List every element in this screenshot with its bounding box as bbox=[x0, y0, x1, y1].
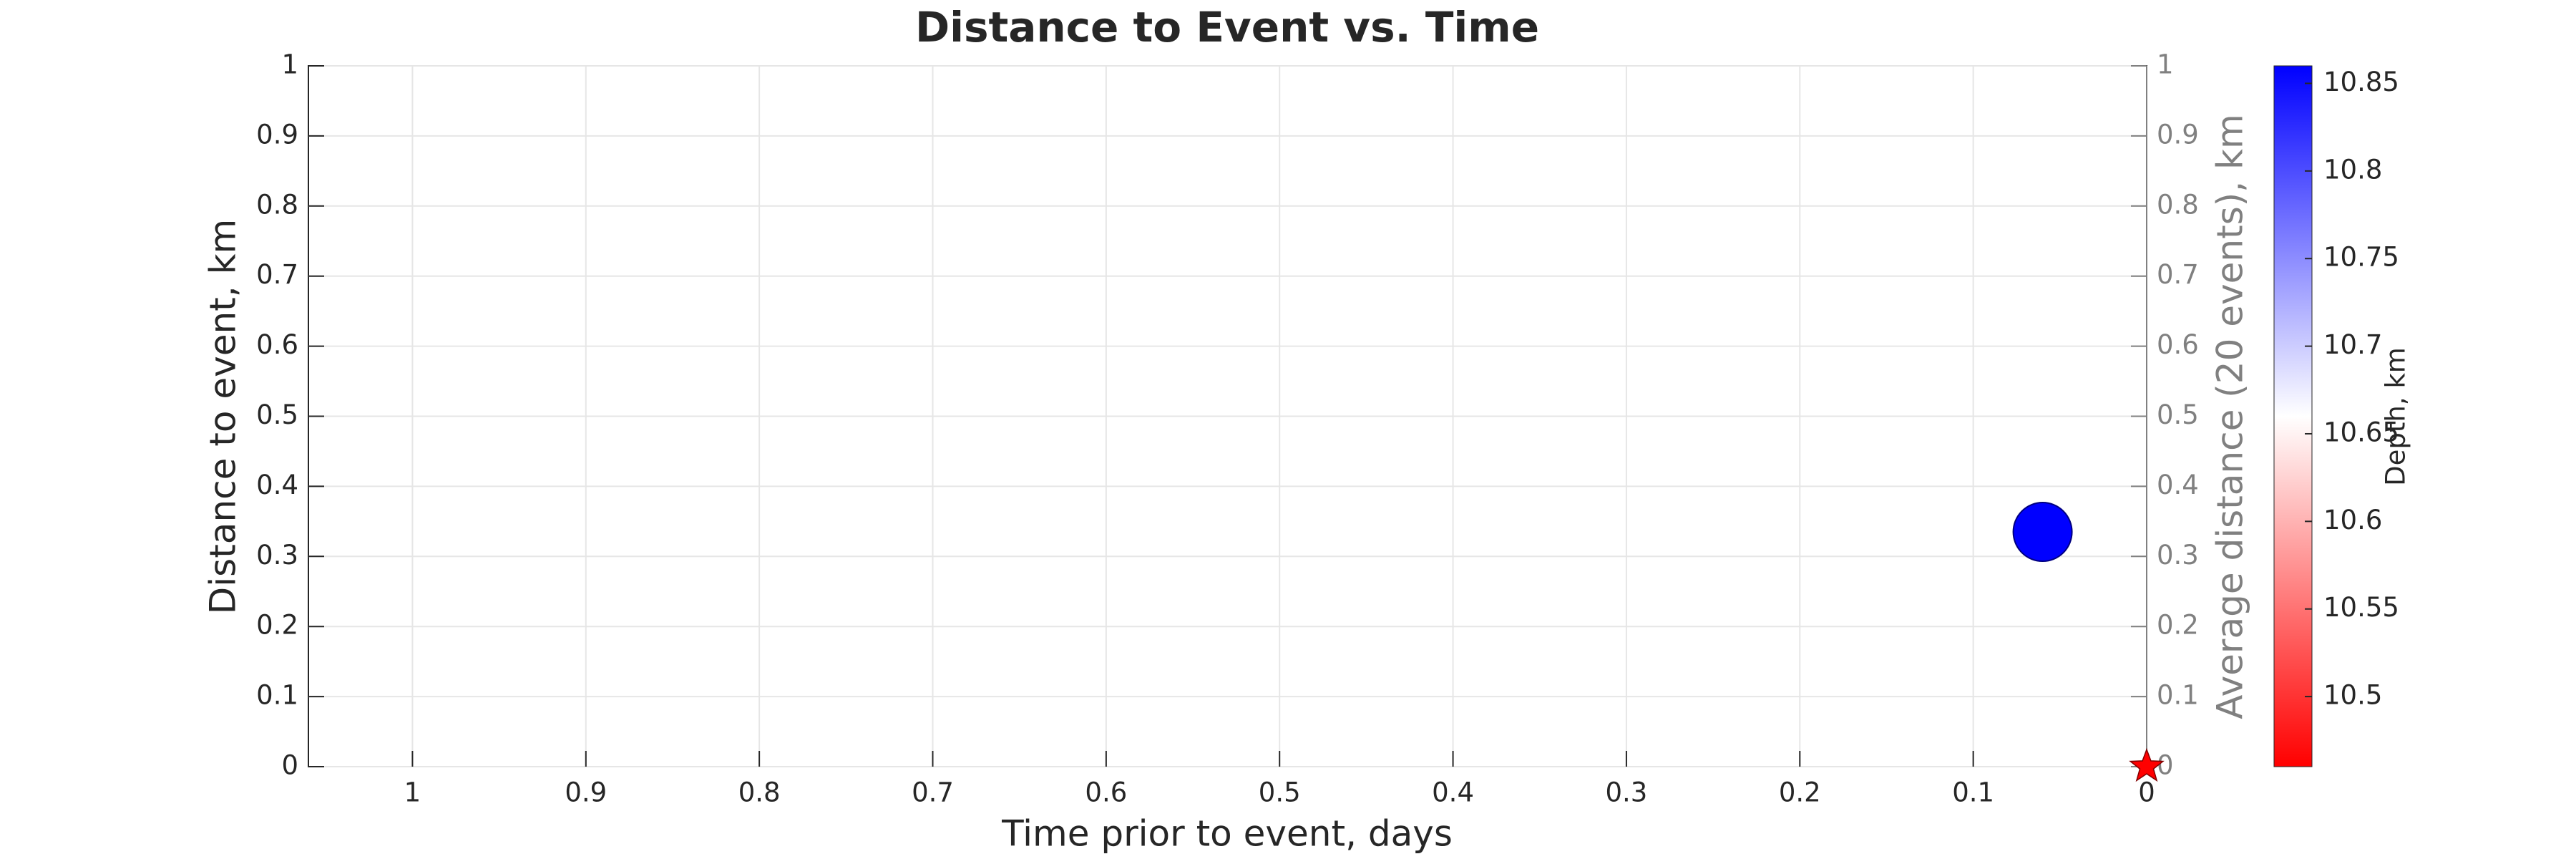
y2-tick-label: 0.8 bbox=[2157, 189, 2199, 220]
x-tick-label: 0 bbox=[2138, 777, 2155, 808]
y-axis-label: Distance to event, km bbox=[203, 219, 244, 614]
colorbar-tick-label: 10.55 bbox=[2323, 592, 2399, 623]
x-tick-label: 1 bbox=[404, 777, 421, 808]
x-tick-label: 0.7 bbox=[912, 777, 954, 808]
colorbar-tick-label: 10.8 bbox=[2323, 154, 2382, 185]
y2-tick-label: 0.7 bbox=[2157, 259, 2199, 290]
y-tick-label: 0.9 bbox=[256, 119, 298, 150]
colorbar-tick-label: 10.7 bbox=[2323, 329, 2382, 360]
y2-tick-label: 0.6 bbox=[2157, 329, 2199, 360]
colorbar-tick-label: 10.5 bbox=[2323, 680, 2382, 711]
x-tick-label: 0.5 bbox=[1259, 777, 1301, 808]
y2-tick-label: 0.4 bbox=[2157, 470, 2199, 500]
y-tick-label: 0.6 bbox=[256, 329, 298, 360]
y2-tick-label: 0.3 bbox=[2157, 540, 2199, 571]
y2-tick-label: 1 bbox=[2157, 49, 2174, 80]
y2-tick-label: 0.5 bbox=[2157, 399, 2199, 430]
y-tick-label: 0.2 bbox=[256, 610, 298, 641]
colorbar bbox=[2273, 65, 2313, 767]
y2-tick-label: 0 bbox=[2157, 750, 2174, 781]
x-tick-label: 0.9 bbox=[565, 777, 607, 808]
y-tick-label: 0 bbox=[281, 750, 298, 781]
x-tick-label: 0.6 bbox=[1085, 777, 1127, 808]
event-marker bbox=[2129, 747, 2165, 782]
data-point bbox=[2012, 502, 2073, 563]
chart-title: Distance to Event vs. Time bbox=[915, 3, 1539, 52]
colorbar-tick-label: 10.65 bbox=[2323, 417, 2399, 447]
x-tick-label: 0.4 bbox=[1432, 777, 1474, 808]
y2-tick-label: 0.2 bbox=[2157, 610, 2199, 641]
y-tick-label: 0.5 bbox=[256, 399, 298, 430]
x-tick-label: 0.8 bbox=[738, 777, 781, 808]
y-tick-label: 0.7 bbox=[256, 259, 298, 290]
x-tick-label: 0.1 bbox=[1952, 777, 1994, 808]
colorbar-label: Depth, km bbox=[2381, 347, 2411, 486]
y-tick-label: 0.4 bbox=[256, 470, 298, 500]
colorbar-tick-label: 10.75 bbox=[2323, 242, 2399, 273]
y-tick-label: 0.8 bbox=[256, 189, 298, 220]
x-axis-label: Time prior to event, days bbox=[1001, 813, 1453, 855]
colorbar-tick-label: 10.85 bbox=[2323, 67, 2399, 97]
y2-tick-label: 0.9 bbox=[2157, 119, 2199, 150]
y-tick-label: 0.3 bbox=[256, 540, 298, 571]
y2-tick-label: 0.1 bbox=[2157, 680, 2199, 711]
x-tick-label: 0.3 bbox=[1606, 777, 1648, 808]
y-tick-label: 0.1 bbox=[256, 680, 298, 711]
colorbar-tick-label: 10.6 bbox=[2323, 505, 2382, 535]
y-tick-label: 1 bbox=[281, 49, 298, 80]
y2-axis-label: Average distance (20 events), km bbox=[2210, 114, 2251, 719]
x-tick-label: 0.2 bbox=[1779, 777, 1821, 808]
